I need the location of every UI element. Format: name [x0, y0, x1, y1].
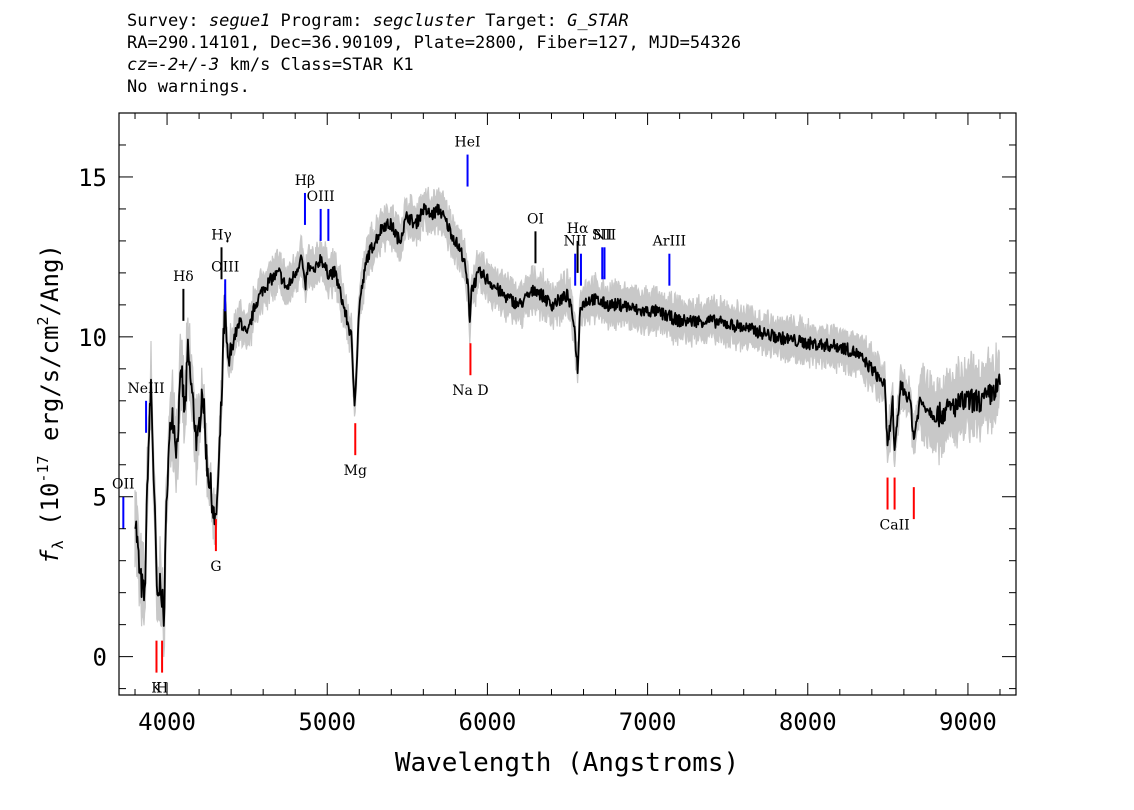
line-marker-label: OIII — [211, 259, 239, 275]
x-tick-label: 4000 — [138, 708, 196, 736]
line-marker-label: Hα — [567, 221, 589, 237]
x-tick-label: 5000 — [298, 708, 356, 736]
x-axis-label: Wavelength (Angstroms) — [395, 748, 739, 778]
line-marker-label: OI — [527, 211, 544, 227]
x-tick-label: 9000 — [939, 708, 997, 736]
survey-label: Survey: — [127, 11, 209, 31]
line-marker-label: Na D — [452, 383, 488, 399]
axis-ticks: 4000 5000 6000 7000 8000 9000 0 5 10 15 — [78, 113, 1016, 736]
line-marker-label: ArIII — [652, 234, 686, 250]
target-value: G_STAR — [567, 11, 629, 31]
y-tick-label: 0 — [93, 644, 107, 672]
line-marker-label: OIII — [307, 189, 335, 205]
x-tick-label: 8000 — [779, 708, 837, 736]
redshift-value: cz=-2+/-3 — [127, 55, 220, 75]
target-label: Target: — [475, 11, 568, 31]
line-marker-label: K — [151, 681, 162, 697]
line-marker-label: G — [210, 559, 221, 575]
x-tick-label: 7000 — [619, 708, 677, 736]
line-marker-label: CaII — [880, 518, 910, 534]
y-tick-label: 5 — [93, 484, 107, 512]
line-marker-label: Mg — [344, 463, 367, 479]
line-marker-label: Hγ — [211, 227, 232, 243]
header-line-2: RA=290.14101, Dec=36.90109, Plate=2800, … — [127, 33, 742, 53]
line-marker-label: Hβ — [295, 173, 315, 189]
program-label: Program: — [270, 11, 373, 31]
y-tick-label: 15 — [78, 164, 107, 192]
program-value: segcluster — [372, 11, 476, 31]
plot-header: Survey: segue1 Program: segcluster Targe… — [127, 10, 741, 98]
plot-frame — [118, 112, 1017, 696]
x-tick-label: 6000 — [459, 708, 517, 736]
line-marker-label: NII — [564, 234, 587, 250]
spectrum-line-layer — [134, 203, 1001, 627]
header-line-1: Survey: segue1 Program: segcluster Targe… — [127, 10, 741, 32]
y-tick-label: 10 — [78, 324, 107, 352]
flux-error-band — [134, 186, 1000, 657]
y-axis-label: fλ (10-17 erg/s/cm2/Ang) — [34, 244, 67, 564]
header-line-3: cz=-2+/-3 km/s Class=STAR K1 — [127, 54, 741, 76]
line-marker-label: NII — [593, 227, 616, 243]
error-band-layer — [134, 186, 1000, 657]
line-marker-label: SII — [592, 227, 613, 243]
line-marker-label: NeIII — [127, 381, 164, 397]
line-marker-label: HeI — [455, 135, 481, 151]
line-marker-label: Hδ — [173, 269, 194, 285]
header-line-4: No warnings. — [127, 77, 250, 97]
flux-line — [134, 203, 1001, 627]
line-marker-label: H — [156, 681, 168, 697]
survey-value: segue1 — [208, 11, 271, 31]
class-text: km/s Class=STAR K1 — [219, 55, 414, 75]
line-marker-label: OII — [112, 477, 135, 493]
